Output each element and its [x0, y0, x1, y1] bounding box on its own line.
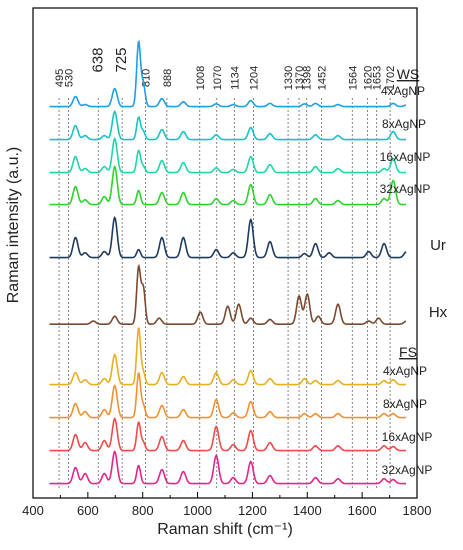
series-label-6: 4xAgNP	[383, 364, 427, 378]
spectrum-fs-4xagnp	[49, 326, 406, 386]
peak-label-638: 638	[89, 47, 106, 72]
peak-label-1702: 1702	[385, 66, 397, 90]
peak-label-1008: 1008	[195, 66, 207, 90]
spectrum-fs-8xagnp	[49, 371, 406, 419]
series-label-3: 32xAgNP	[380, 182, 431, 196]
series-label-9: 32xAgNP	[382, 463, 433, 477]
series-label-4: Ur	[430, 237, 446, 254]
x-tick-label-400: 400	[22, 503, 44, 518]
plot-frame	[32, 7, 418, 499]
peak-marker-lines	[58, 98, 391, 490]
series-label-2: 16xAgNP	[380, 150, 431, 164]
x-tick-label-800: 800	[132, 503, 154, 518]
series-label-8: 16xAgNP	[382, 430, 433, 444]
peak-label-888: 888	[162, 69, 174, 87]
spectrum-fs-32xagnp	[49, 450, 406, 485]
spectrum-ws-16xagnp	[49, 137, 406, 174]
peak-label-1330: 1330	[283, 66, 295, 90]
spectrum-ws-32xagnp	[49, 165, 406, 206]
series-label-1: 8xAgNP	[382, 117, 426, 131]
peak-label-1620: 1620	[363, 66, 375, 90]
spectrum-ws-8xagnp	[49, 110, 406, 141]
peak-label-1653: 1653	[372, 66, 384, 90]
peak-label-495: 495	[54, 69, 66, 87]
peak-label-1070: 1070	[212, 66, 224, 90]
spectrum-ws-4xagnp	[49, 39, 407, 108]
group-label-fs: FS	[399, 344, 417, 360]
series-label-5: Hx	[429, 304, 448, 321]
y-axis-title: Raman intensity (a.u.)	[5, 147, 22, 304]
spectrum-hx	[49, 263, 407, 325]
peak-label-1398: 1398	[302, 66, 314, 90]
series-label-0: 4xAgNP	[381, 84, 425, 98]
peak-label-1564: 1564	[347, 66, 359, 90]
x-axis-ticks: 400 600 800 1000 1200 1400 1600 1800	[22, 492, 431, 518]
x-tick-label-1800: 1800	[403, 503, 432, 518]
x-tick-label-1400: 1400	[293, 503, 322, 518]
x-tick-label-1600: 1600	[348, 503, 377, 518]
peak-label-725: 725	[113, 47, 130, 72]
spectra	[49, 39, 407, 485]
peak-label-1204: 1204	[249, 66, 261, 90]
peak-label-1370: 1370	[294, 66, 306, 90]
x-axis-title: Raman shift (cm⁻¹)	[157, 521, 293, 538]
series-label-7: 8xAgNP	[383, 397, 427, 411]
x-tick-label-1000: 1000	[183, 503, 212, 518]
x-tick-label-1200: 1200	[238, 503, 267, 518]
peak-label-1134: 1134	[229, 66, 241, 90]
peak-label-1452: 1452	[317, 66, 329, 90]
group-label-ws: WS	[397, 66, 420, 82]
series-labels: 4xAgNP 8xAgNP 16xAgNP 32xAgNP Ur Hx 4xAgNP 8xAg…	[380, 66, 448, 477]
spectrum-ur	[49, 215, 407, 259]
x-tick-label-600: 600	[77, 503, 99, 518]
peak-label-530: 530	[64, 69, 76, 87]
spectrum-fs-16xagnp	[49, 417, 406, 452]
